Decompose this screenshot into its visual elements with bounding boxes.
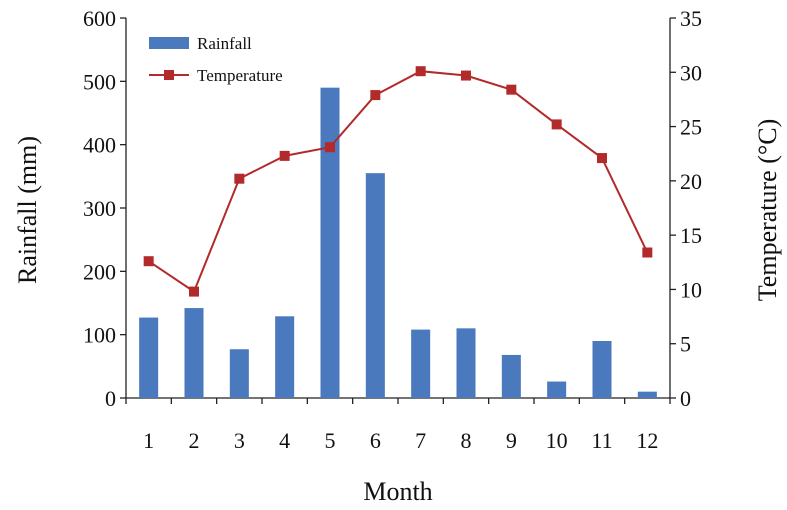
x-tick-label: 6: [370, 428, 381, 453]
x-tick-label: 4: [279, 428, 290, 453]
y-tick-label: 500: [83, 69, 116, 94]
rainfall-bar: [411, 329, 431, 398]
temperature-line: [148, 70, 649, 294]
rainfall-bars: [139, 87, 657, 399]
x-tick-label: 9: [506, 428, 517, 453]
temperature-marker: [370, 90, 381, 101]
rainfall-bar: [637, 391, 657, 398]
y-tick-label: 400: [83, 133, 116, 158]
rainfall-bar: [320, 87, 340, 399]
temperature-marker: [506, 84, 517, 95]
temperature-marker: [234, 173, 245, 184]
temperature-marker: [642, 247, 653, 258]
x-tick-label: 2: [189, 428, 200, 453]
rainfall-bar: [275, 316, 295, 398]
y2-axis-title: Temperature (°C): [753, 119, 782, 302]
rainfall-bar: [547, 381, 567, 398]
y2-tick-label: 15: [680, 223, 702, 248]
temperature-marker: [461, 70, 471, 81]
y2-tick-label: 20: [680, 169, 702, 194]
legend: Rainfall Temperature: [149, 34, 283, 85]
x-tick-label: 8: [461, 428, 472, 453]
y2-tick-label: 25: [680, 115, 702, 140]
x-tick-label: 1: [143, 428, 154, 453]
temperature-series: [143, 66, 653, 297]
y-tick-label: 100: [83, 323, 116, 348]
y-tick-label: 0: [105, 386, 116, 411]
temperature-marker: [551, 119, 562, 130]
y2-tick-label: 35: [680, 6, 702, 31]
y-axis-title: Rainfall (mm): [13, 136, 42, 284]
x-tick-label: 5: [325, 428, 336, 453]
y2-tick-label: 0: [680, 386, 691, 411]
temperature-marker: [325, 142, 335, 153]
rainfall-bar: [592, 341, 612, 398]
legend-marker-temperature: [164, 70, 174, 80]
temperature-marker: [189, 286, 199, 297]
rainfall-bar: [184, 308, 204, 398]
legend-label-temperature: Temperature: [197, 66, 283, 85]
temperature-marker: [415, 66, 426, 77]
y2-tick-label: 5: [680, 332, 691, 357]
y-tick-label: 200: [83, 259, 116, 284]
y-tick-label: 600: [83, 6, 116, 31]
rainfall-bar: [139, 317, 159, 398]
temperature-marker: [279, 150, 290, 161]
x-tick-label: 7: [415, 428, 426, 453]
rainfall-bar: [229, 349, 249, 398]
rainfall-bar: [365, 173, 385, 398]
legend-swatch-rainfall: [149, 37, 189, 49]
temperature-marker: [143, 256, 154, 267]
x-tick-label: 3: [234, 428, 245, 453]
y2-tick-label: 30: [680, 60, 702, 85]
temperature-marker: [597, 153, 607, 164]
x-tick-label: 10: [546, 428, 568, 453]
rainfall-bar: [456, 328, 476, 398]
y2-tick-label: 10: [680, 277, 702, 302]
x-tick-label: 11: [591, 428, 612, 453]
rainfall-bar: [501, 354, 521, 398]
x-tick-label: 12: [636, 428, 658, 453]
legend-label-rainfall: Rainfall: [197, 34, 252, 53]
y-tick-label: 300: [83, 196, 116, 221]
x-axis-title: Month: [363, 477, 432, 506]
